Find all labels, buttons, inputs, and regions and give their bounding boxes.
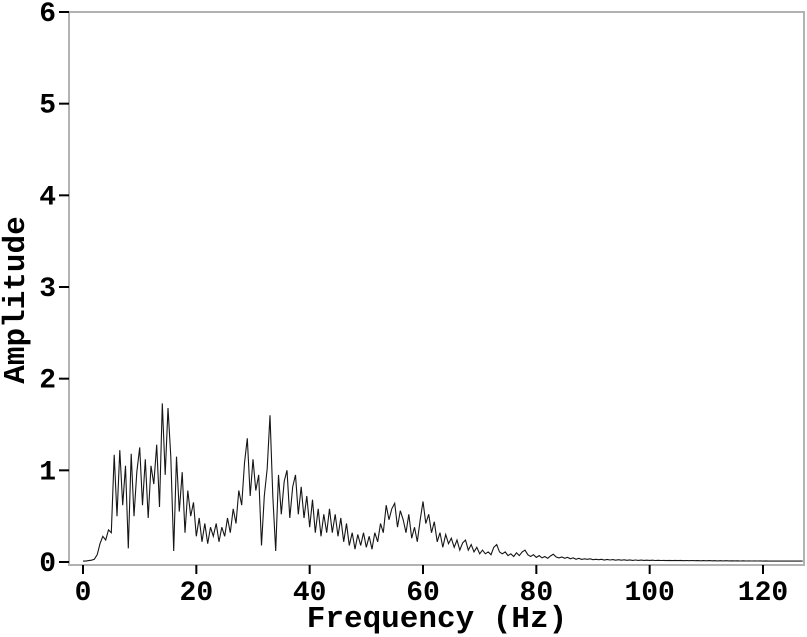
y-axis-ticks: 0 1 2 3 4 5 6 [39,0,69,580]
x-tick-label: 60 [406,578,440,609]
x-tick-label: 40 [293,578,327,609]
x-tick-label: 120 [738,578,788,609]
y-tick-label: 3 [39,274,56,305]
x-tick-label: 100 [624,578,674,609]
y-tick-label: 1 [39,457,56,488]
y-axis-title: Amplitude [0,216,34,383]
y-tick-label: 4 [39,182,56,213]
x-axis-ticks: 0 20 40 60 80 100 120 [75,565,788,609]
plot-frame [68,11,805,566]
y-tick-label: 6 [39,0,56,30]
x-tick-label: 20 [180,578,214,609]
y-tick-label: 5 [39,91,56,122]
spectrum-trace [83,403,803,562]
x-tick-label: 0 [75,578,92,609]
y-tick-label: 0 [39,549,56,580]
x-axis-title: Frequency (Hz) [307,602,567,637]
x-tick-label: 80 [520,578,554,609]
y-tick-label: 2 [39,366,56,397]
